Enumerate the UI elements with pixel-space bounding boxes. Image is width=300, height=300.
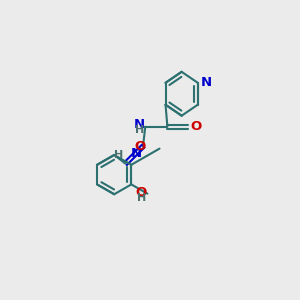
Text: O: O [135, 186, 146, 199]
Text: N: N [131, 148, 142, 160]
Text: H: H [114, 150, 123, 160]
Text: O: O [191, 120, 202, 133]
Text: O: O [134, 140, 146, 153]
Text: H: H [135, 125, 145, 135]
Text: H: H [137, 193, 146, 203]
Text: N: N [134, 118, 145, 131]
Text: N: N [200, 76, 212, 89]
